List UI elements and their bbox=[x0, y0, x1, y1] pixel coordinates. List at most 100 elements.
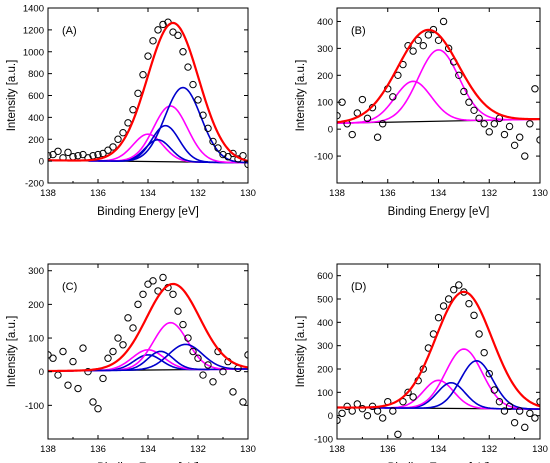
data-point bbox=[444, 295, 453, 303]
x-tick-label: 130 bbox=[240, 188, 256, 199]
y-tick-label: 200 bbox=[317, 365, 333, 376]
data-point bbox=[139, 71, 147, 79]
plot-area-a bbox=[48, 18, 248, 169]
envelope-fit-curve bbox=[337, 290, 540, 409]
data-point bbox=[343, 402, 351, 411]
y-tick-label: 400 bbox=[317, 17, 333, 28]
data-point bbox=[184, 63, 192, 71]
data-point bbox=[465, 299, 473, 308]
data-point bbox=[159, 20, 167, 29]
data-point bbox=[79, 150, 87, 159]
data-point bbox=[219, 150, 227, 159]
data-point bbox=[500, 407, 509, 415]
data-point bbox=[358, 95, 367, 104]
data-point bbox=[434, 313, 443, 322]
data-point bbox=[460, 87, 468, 96]
panel-label: (C) bbox=[62, 281, 77, 293]
data-point bbox=[465, 98, 473, 106]
data-point bbox=[219, 367, 227, 376]
x-tick-label: 138 bbox=[329, 444, 345, 455]
x-tick-label: 130 bbox=[240, 444, 256, 455]
y-tick-label: 0 bbox=[39, 157, 44, 168]
data-point bbox=[149, 277, 157, 285]
y-tick-label: 100 bbox=[28, 334, 44, 345]
data-point bbox=[475, 330, 483, 338]
data-point bbox=[94, 150, 102, 159]
data-point bbox=[485, 369, 493, 378]
x-tick-label: 136 bbox=[90, 444, 106, 455]
y-tick-label: 1200 bbox=[23, 25, 44, 36]
data-point bbox=[490, 120, 499, 128]
data-point bbox=[470, 106, 478, 115]
data-point bbox=[239, 398, 247, 406]
x-tick-label: 134 bbox=[431, 188, 447, 199]
x-tick-label: 138 bbox=[40, 444, 56, 455]
data-point bbox=[179, 48, 187, 56]
y-tick-label: 0 bbox=[39, 367, 44, 378]
data-point bbox=[224, 153, 232, 161]
data-point bbox=[404, 388, 412, 397]
data-point bbox=[378, 120, 387, 128]
data-point bbox=[94, 405, 102, 413]
data-point bbox=[204, 124, 212, 133]
data-point bbox=[209, 137, 217, 146]
data-point bbox=[54, 371, 62, 379]
data-point bbox=[485, 128, 493, 136]
data-point bbox=[389, 407, 397, 415]
data-point bbox=[450, 285, 458, 294]
x-tick-label: 136 bbox=[90, 188, 106, 199]
data-point bbox=[59, 347, 67, 356]
data-point bbox=[204, 361, 212, 369]
data-point bbox=[144, 280, 152, 288]
y-tick-label: 400 bbox=[28, 113, 44, 124]
data-point bbox=[399, 397, 407, 406]
data-point bbox=[229, 388, 237, 396]
panel-label: (D) bbox=[351, 281, 366, 293]
x-tick-label: 134 bbox=[431, 444, 447, 455]
data-point bbox=[134, 300, 142, 309]
x-tick-label: 134 bbox=[140, 188, 156, 199]
data-point bbox=[389, 93, 397, 101]
data-point bbox=[337, 416, 341, 425]
data-point bbox=[99, 374, 107, 383]
panel-b: 138 136 134 132 130 -100 0 100 200 300 400 Binding … bbox=[295, 7, 548, 218]
data-point bbox=[48, 351, 52, 359]
y-tick-label: 0 bbox=[328, 125, 333, 136]
plot-area-b bbox=[337, 17, 540, 160]
y-tick-label: -200 bbox=[25, 179, 44, 190]
data-point bbox=[199, 111, 207, 119]
y-tick-label: 1400 bbox=[23, 4, 44, 15]
data-point bbox=[521, 152, 529, 160]
data-point bbox=[124, 314, 132, 322]
x-tick-label: 136 bbox=[380, 444, 396, 455]
data-point bbox=[48, 151, 52, 160]
data-point bbox=[104, 146, 112, 154]
y-tick-label: 500 bbox=[317, 295, 333, 306]
data-point bbox=[134, 89, 142, 98]
panel-a: 138 136 134 132 130 -200 0 200 400 600 800 1000 1200… bbox=[6, 4, 256, 219]
data-point bbox=[526, 120, 534, 128]
data-point bbox=[169, 28, 177, 36]
x-tick-label: 136 bbox=[380, 188, 396, 199]
component-curve-2 bbox=[337, 49, 540, 125]
data-point bbox=[444, 44, 453, 53]
data-point bbox=[439, 17, 448, 26]
y-tick-label: 600 bbox=[28, 91, 44, 102]
x-tick-label: 138 bbox=[40, 188, 56, 199]
data-point bbox=[149, 37, 157, 45]
data-point bbox=[74, 151, 82, 160]
data-point bbox=[144, 52, 152, 60]
data-point bbox=[244, 351, 248, 359]
data-point bbox=[199, 371, 207, 379]
data-point bbox=[194, 96, 202, 104]
data-point bbox=[159, 273, 167, 282]
envelope-fit-curve bbox=[48, 282, 248, 373]
data-point bbox=[79, 344, 87, 352]
y-tick-label: -100 bbox=[314, 152, 333, 163]
data-point bbox=[419, 41, 427, 50]
plot-area-d bbox=[337, 281, 540, 439]
panel-label: (A) bbox=[62, 25, 77, 37]
data-point bbox=[439, 302, 448, 310]
data-point bbox=[119, 341, 127, 349]
